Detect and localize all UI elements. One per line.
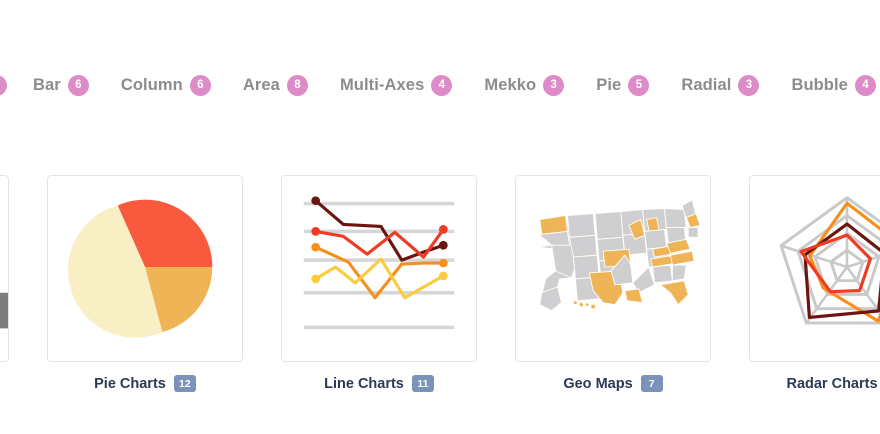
radar-series-2 bbox=[803, 222, 880, 319]
nav-item-label: Pie bbox=[596, 75, 622, 94]
card-count-badge: 11 bbox=[411, 375, 434, 392]
radar-chart-icon bbox=[779, 196, 880, 325]
series-point bbox=[438, 271, 448, 281]
nav-item-radial[interactable]: Radial 3 bbox=[681, 74, 760, 96]
radar-grid bbox=[779, 196, 880, 325]
chart-card-radar-charts[interactable]: Radar Charts 10 bbox=[740, 175, 880, 392]
nav-item-label: Multi-Axes bbox=[339, 75, 425, 94]
nav-item-label: Area bbox=[242, 75, 280, 94]
series-line-2 bbox=[314, 227, 445, 259]
nav-item-area[interactable]: Area 8 bbox=[242, 74, 308, 96]
nav-item-badge: 3 bbox=[738, 74, 760, 96]
state-maine bbox=[685, 212, 701, 228]
series-point bbox=[438, 240, 448, 250]
card-caption: Pie Charts 12 bbox=[94, 375, 196, 392]
card-title: Radar Charts bbox=[786, 375, 878, 392]
series-point bbox=[311, 242, 321, 252]
series-line-3 bbox=[314, 245, 445, 300]
card-title: Pie Charts bbox=[94, 375, 166, 392]
nav-item-badge: 4 bbox=[431, 74, 453, 96]
chart-card-pie-charts[interactable]: Pie Charts 12 bbox=[38, 175, 252, 392]
card-title: Line Charts bbox=[324, 375, 404, 392]
state-louisiana bbox=[624, 288, 644, 304]
state-virginia bbox=[665, 238, 691, 254]
chart-card-preview bbox=[515, 175, 711, 362]
nav-item-badge: 4 bbox=[854, 74, 876, 96]
nav-item-label: Column bbox=[120, 75, 183, 94]
series-point bbox=[311, 227, 321, 236]
line-chart-icon bbox=[303, 196, 455, 330]
nav-item-label: Mekko bbox=[484, 75, 537, 94]
card-title: Geo Maps bbox=[563, 375, 633, 392]
pie-chart-icon bbox=[67, 199, 213, 338]
nav-item-label: Bubble bbox=[791, 75, 848, 94]
card-caption: Geo Maps 7 bbox=[563, 375, 663, 392]
nav-item-badge: 3 bbox=[543, 74, 565, 96]
card-count-badge: 12 bbox=[173, 375, 196, 392]
series-point bbox=[311, 274, 321, 284]
gridlines bbox=[303, 201, 455, 330]
nav-item-badge: 6 bbox=[189, 74, 211, 96]
radar-series-3 bbox=[799, 233, 872, 294]
card-count-badge: 7 bbox=[640, 375, 663, 392]
category-nav[interactable]: Bar 6 Column 6 Area 8 Multi-Axes 4 Mekko… bbox=[0, 60, 880, 110]
chart-card-preview bbox=[281, 175, 477, 362]
chart-card-preview bbox=[47, 175, 243, 362]
chart-card-geo-maps[interactable]: Geo Maps 7 bbox=[506, 175, 720, 392]
nav-item-column[interactable]: Column 6 bbox=[120, 74, 211, 96]
chart-card-clipped-left[interactable] bbox=[0, 175, 18, 362]
series-point bbox=[438, 225, 448, 234]
nav-item-label: Bar bbox=[33, 75, 61, 94]
nav-item-multi-axes[interactable]: Multi-Axes 4 bbox=[339, 74, 453, 96]
clipped-preview-icon bbox=[0, 292, 8, 329]
chart-card-preview bbox=[749, 175, 880, 362]
chart-card-preview bbox=[0, 175, 9, 362]
series-point bbox=[438, 258, 448, 268]
nav-item-badge: 6 bbox=[67, 74, 89, 96]
nav-item-mekko[interactable]: Mekko 3 bbox=[484, 74, 565, 96]
state-north-carolina bbox=[669, 250, 695, 266]
geo-map-icon bbox=[537, 199, 701, 312]
nav-badge-clipped bbox=[0, 74, 7, 96]
series-line-4 bbox=[314, 257, 445, 300]
us-map-states bbox=[537, 199, 701, 312]
state-alaska bbox=[539, 286, 563, 312]
nav-item-badge: 5 bbox=[628, 74, 650, 96]
card-caption: Radar Charts 10 bbox=[786, 375, 880, 392]
nav-item-bar[interactable]: Bar 6 bbox=[33, 74, 89, 96]
series-point bbox=[311, 196, 321, 206]
state-hawaii bbox=[572, 300, 597, 310]
card-caption: Line Charts 11 bbox=[324, 375, 434, 392]
state-florida bbox=[659, 280, 689, 306]
nav-item-bubble[interactable]: Bubble 4 bbox=[791, 74, 876, 96]
nav-item-pie[interactable]: Pie 5 bbox=[596, 74, 650, 96]
nav-item-badge: 8 bbox=[286, 74, 308, 96]
nav-item-label: Radial bbox=[681, 75, 732, 94]
chart-card-line-charts[interactable]: Line Charts 11 bbox=[272, 175, 486, 392]
nav-item-clipped-left[interactable] bbox=[0, 74, 7, 96]
chart-type-card-row[interactable]: Pie Charts 12 bbox=[0, 175, 880, 392]
